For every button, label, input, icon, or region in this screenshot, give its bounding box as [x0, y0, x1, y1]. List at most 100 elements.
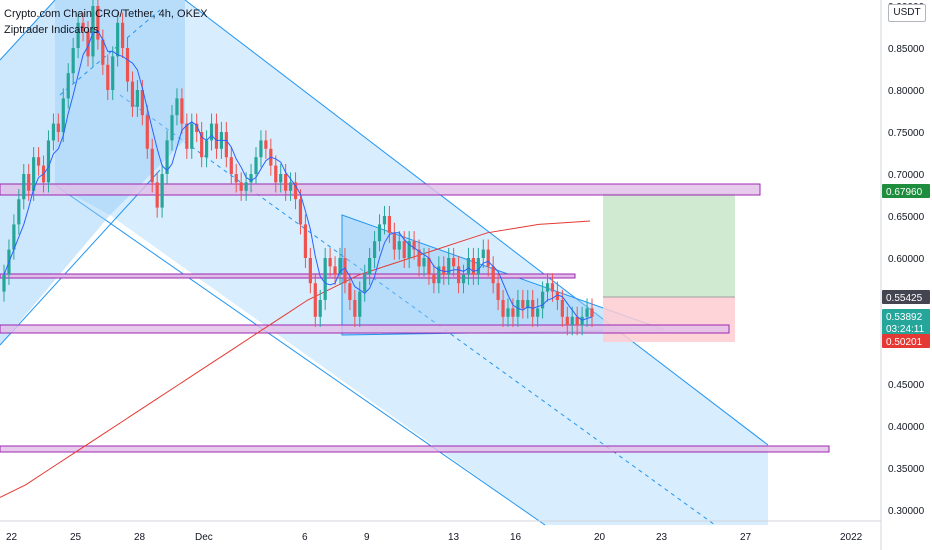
x-tick-label: 27 — [740, 532, 752, 543]
y-tick-label: 0.65000 — [888, 212, 925, 223]
candle — [91, 0, 95, 67]
slow-ma-line — [0, 220, 591, 498]
candle — [545, 273, 550, 302]
candle — [466, 247, 471, 285]
candle — [12, 214, 16, 260]
price-tag: 0.67960 — [882, 184, 930, 198]
candle — [358, 281, 362, 327]
candle — [585, 298, 589, 327]
rising-channel-upper[interactable] — [0, 0, 56, 61]
svg-text:03:24:11: 03:24:11 — [886, 324, 925, 335]
candle — [427, 247, 431, 285]
support-zone[interactable] — [0, 324, 730, 334]
candle — [155, 172, 159, 218]
x-tick-label: Dec — [195, 532, 213, 543]
candle — [447, 247, 451, 285]
y-tick-label: 0.45000 — [888, 380, 925, 391]
candle — [412, 231, 416, 260]
candle — [145, 105, 149, 159]
candle — [338, 247, 342, 285]
rising-channel-lower[interactable] — [0, 169, 161, 346]
candle — [382, 205, 387, 235]
candle — [22, 163, 26, 210]
candle — [46, 130, 51, 193]
candle — [491, 256, 495, 294]
candle — [259, 130, 263, 168]
x-tick-label: 28 — [134, 532, 146, 543]
candle — [66, 63, 70, 109]
channel-upper-line[interactable] — [184, 0, 769, 446]
descending-channel[interactable] — [55, 0, 768, 525]
channel-mid-line[interactable] — [119, 94, 716, 526]
candle — [106, 54, 110, 101]
resistance-zone-mid[interactable] — [0, 273, 576, 279]
candle — [392, 222, 396, 260]
candle — [274, 155, 278, 193]
candle — [214, 113, 219, 159]
candle — [135, 79, 140, 117]
stop-zone[interactable] — [603, 297, 735, 342]
candle — [293, 172, 298, 210]
candle — [195, 113, 199, 143]
y-tick-label: 0.70000 — [888, 170, 925, 181]
x-tick-label: 23 — [656, 532, 668, 543]
candle — [432, 264, 436, 294]
candle — [303, 214, 308, 269]
candle — [442, 256, 446, 285]
candle — [565, 306, 569, 336]
y-tick-label: 0.30000 — [888, 506, 925, 517]
candle — [575, 306, 579, 336]
candle — [32, 147, 36, 201]
svg-text:0.55425: 0.55425 — [886, 293, 923, 304]
candle — [279, 163, 283, 193]
currency-label[interactable]: USDT — [888, 4, 926, 22]
candle — [372, 231, 377, 269]
candle — [239, 172, 243, 201]
rising-channel[interactable] — [0, 0, 185, 345]
candle — [456, 256, 461, 294]
slow-moving-average — [0, 220, 591, 498]
indicator-label[interactable]: Ziptrader Indicators — [4, 24, 99, 36]
candle — [313, 273, 317, 327]
candle — [496, 273, 500, 311]
candle — [204, 130, 209, 168]
candle — [76, 12, 80, 59]
candle — [190, 113, 194, 159]
lower-support-zone[interactable] — [0, 445, 830, 453]
candle — [150, 138, 154, 193]
fast-moving-average — [3, 30, 593, 321]
candle — [526, 289, 530, 319]
candle — [224, 121, 228, 168]
candle — [209, 113, 214, 151]
candle — [570, 306, 574, 336]
candle — [86, 21, 90, 67]
x-tick-label: 13 — [448, 532, 460, 543]
candle — [185, 113, 189, 159]
price-axis[interactable]: 0.900000.850000.800000.750000.700000.650… — [888, 2, 925, 517]
y-tick-label: 0.75000 — [888, 128, 925, 139]
candle — [71, 37, 75, 84]
candle — [521, 289, 525, 319]
rising-channel-mid[interactable] — [59, 9, 161, 96]
candle — [249, 163, 253, 193]
candle — [165, 130, 169, 185]
candle — [476, 247, 480, 285]
candle — [501, 289, 505, 327]
candle — [318, 289, 322, 327]
svg-text:0.67960: 0.67960 — [886, 187, 923, 198]
time-axis[interactable]: 22 25 28 Dec 6 9 13 16 20 23 27 2022 — [6, 532, 863, 543]
svg-text:0.50201: 0.50201 — [886, 337, 923, 348]
candle — [353, 289, 357, 327]
price-tag: 0.50201 — [882, 334, 930, 348]
price-tag: 0.55425 — [882, 290, 930, 304]
candle — [506, 298, 510, 327]
candle — [540, 281, 545, 319]
candle — [36, 147, 41, 176]
resistance-zone-top[interactable] — [0, 183, 761, 196]
candle — [160, 163, 164, 218]
candle — [343, 247, 347, 294]
target-zone[interactable] — [603, 193, 735, 297]
channel-lower-line[interactable] — [54, 184, 546, 526]
